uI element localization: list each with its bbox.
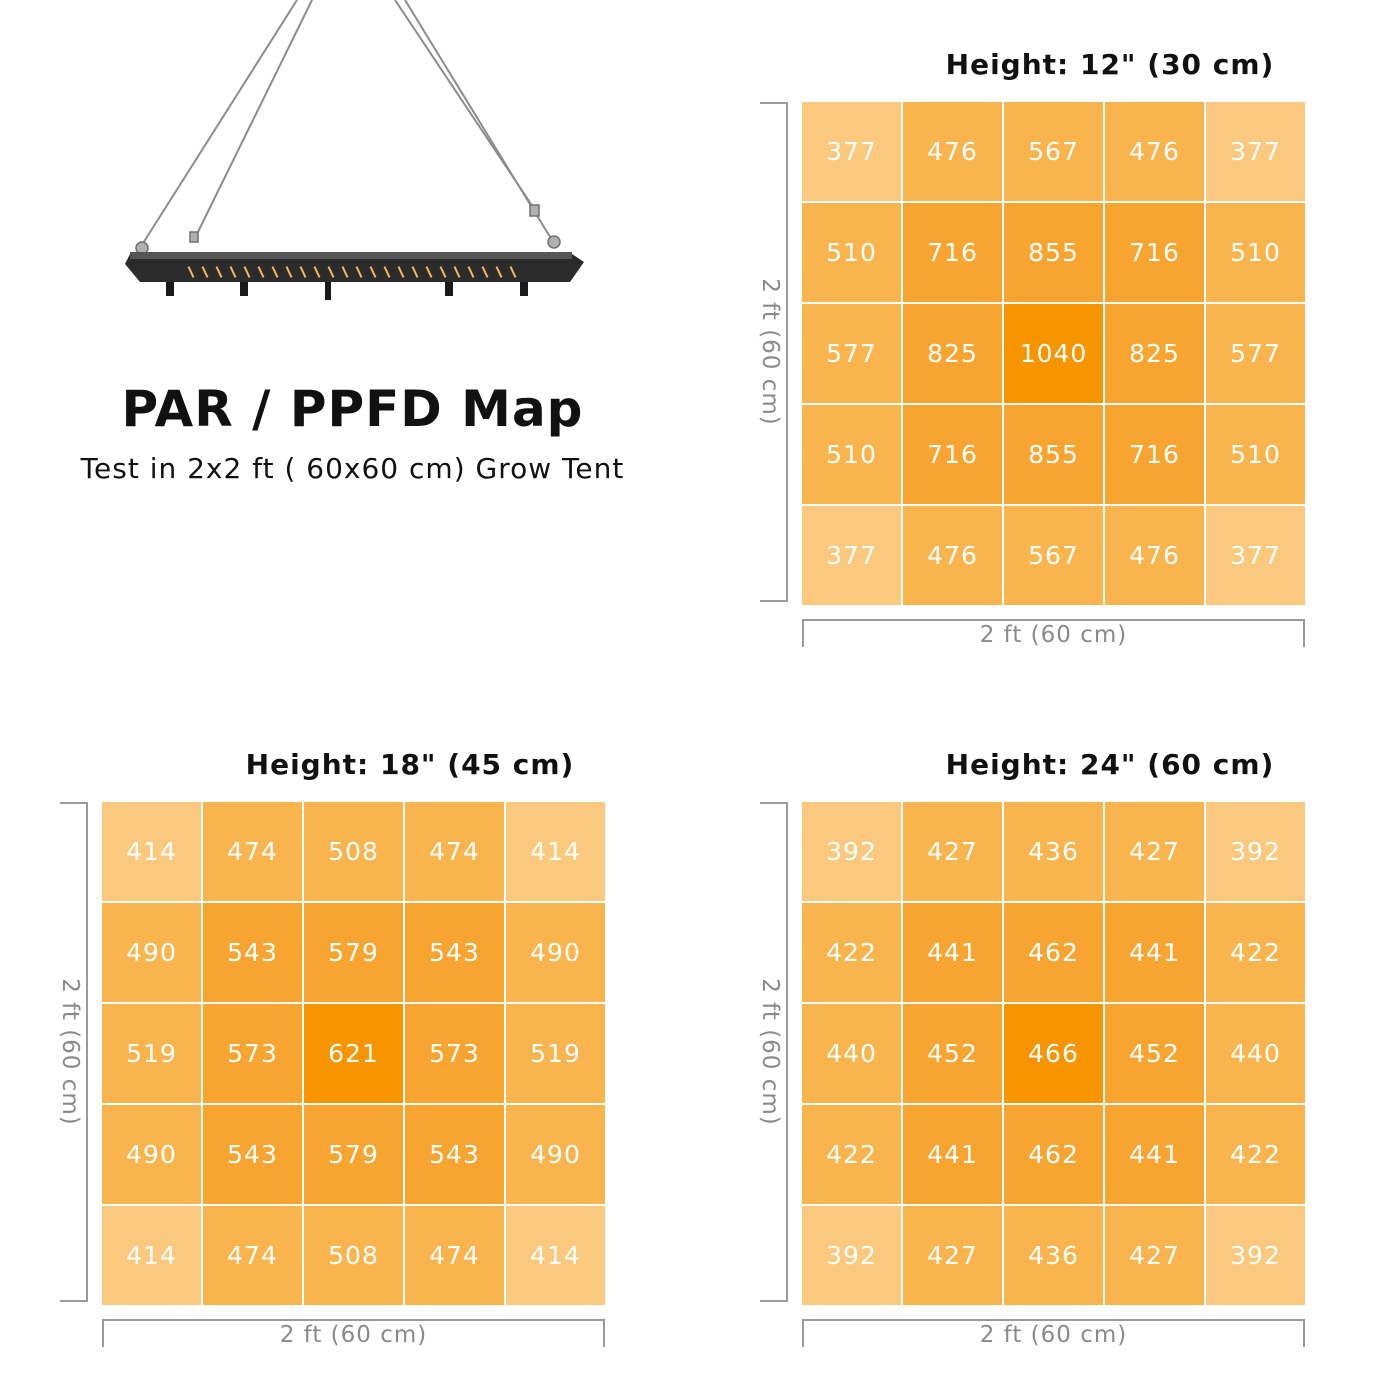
ppfd-cell: 855 bbox=[1004, 405, 1103, 504]
ppfd-cell: 377 bbox=[1206, 506, 1305, 605]
ppfd-cell: 441 bbox=[903, 903, 1002, 1002]
x-axis-label: 2 ft (60 cm) bbox=[979, 1322, 1128, 1348]
x-axis-label: 2 ft (60 cm) bbox=[279, 1322, 428, 1348]
y-axis-label: 2 ft (60 cm) bbox=[57, 978, 83, 1126]
ppfd-panel-12in: Height: 12" (30 cm) 2 ft (60 cm) 377 476 5… bbox=[757, 0, 1360, 660]
ppfd-cell: 490 bbox=[506, 903, 605, 1002]
panel-title: Height: 24" (60 cm) bbox=[945, 748, 1275, 781]
ppfd-cell: 422 bbox=[1206, 903, 1305, 1002]
ppfd-cell: 567 bbox=[1004, 506, 1103, 605]
ppfd-cell: 427 bbox=[1105, 802, 1204, 901]
width-bracket bbox=[802, 619, 1305, 647]
ppfd-cell: 543 bbox=[405, 903, 504, 1002]
ppfd-cell: 474 bbox=[203, 802, 302, 901]
panel-title: Height: 12" (30 cm) bbox=[945, 48, 1275, 81]
ppfd-cell: 476 bbox=[903, 102, 1002, 201]
ppfd-cell: 414 bbox=[102, 1206, 201, 1305]
ppfd-panel-18in: Height: 18" (45 cm) 2 ft (60 cm) 414 474 5… bbox=[57, 700, 660, 1360]
ppfd-cell: 825 bbox=[903, 304, 1002, 403]
width-bracket bbox=[802, 1319, 1305, 1347]
ppfd-cell: 825 bbox=[1105, 304, 1204, 403]
ppfd-cell: 519 bbox=[102, 1004, 201, 1103]
ppfd-cell: 567 bbox=[1004, 102, 1103, 201]
ppfd-cell: 573 bbox=[203, 1004, 302, 1103]
ppfd-cell: 476 bbox=[1105, 102, 1204, 201]
ppfd-cell: 440 bbox=[1206, 1004, 1305, 1103]
ppfd-cell: 621 bbox=[304, 1004, 403, 1103]
ppfd-cell: 422 bbox=[802, 903, 901, 1002]
ppfd-cell: 519 bbox=[506, 1004, 605, 1103]
ppfd-cell: 543 bbox=[203, 903, 302, 1002]
ppfd-cell: 377 bbox=[802, 102, 901, 201]
ppfd-cell: 510 bbox=[802, 405, 901, 504]
ppfd-cell: 474 bbox=[405, 1206, 504, 1305]
x-axis-label: 2 ft (60 cm) bbox=[979, 622, 1128, 648]
ppfd-cell: 377 bbox=[802, 506, 901, 605]
ppfd-cell: 510 bbox=[1206, 203, 1305, 302]
ppfd-cell: 716 bbox=[903, 203, 1002, 302]
ppfd-cell: 716 bbox=[1105, 405, 1204, 504]
ppfd-cell: 427 bbox=[903, 802, 1002, 901]
ppfd-cell: 716 bbox=[903, 405, 1002, 504]
width-bracket bbox=[102, 1319, 605, 1347]
ppfd-grid: 377 476 567 476 377 510 716 855 716 510 577 825 1040… bbox=[802, 102, 1305, 605]
panel-title: Height: 18" (45 cm) bbox=[245, 748, 575, 781]
height-bracket bbox=[760, 802, 788, 1302]
ppfd-panel-24in: Height: 24" (60 cm) 2 ft (60 cm) 392 427 4… bbox=[757, 700, 1360, 1360]
ppfd-cell: 427 bbox=[903, 1206, 1002, 1305]
ppfd-cell: 579 bbox=[304, 903, 403, 1002]
ppfd-cell: 392 bbox=[802, 1206, 901, 1305]
ppfd-cell: 414 bbox=[506, 802, 605, 901]
ppfd-cell: 476 bbox=[1105, 506, 1204, 605]
ppfd-cell: 392 bbox=[802, 802, 901, 901]
ppfd-cell: 573 bbox=[405, 1004, 504, 1103]
ppfd-cell: 474 bbox=[203, 1206, 302, 1305]
ppfd-cell: 466 bbox=[1004, 1004, 1103, 1103]
ppfd-cell: 474 bbox=[405, 802, 504, 901]
ppfd-cell: 436 bbox=[1004, 1206, 1103, 1305]
ppfd-cell: 440 bbox=[802, 1004, 901, 1103]
ppfd-cell: 508 bbox=[304, 802, 403, 901]
ppfd-cell: 508 bbox=[304, 1206, 403, 1305]
ppfd-cell: 441 bbox=[903, 1105, 1002, 1204]
ppfd-cell: 510 bbox=[1206, 405, 1305, 504]
height-bracket bbox=[760, 102, 788, 602]
ppfd-cell: 490 bbox=[506, 1105, 605, 1204]
ppfd-cell: 716 bbox=[1105, 203, 1204, 302]
ppfd-cell: 490 bbox=[102, 1105, 201, 1204]
ppfd-cell: 452 bbox=[1105, 1004, 1204, 1103]
ppfd-cell: 510 bbox=[802, 203, 901, 302]
ppfd-cell: 577 bbox=[1206, 304, 1305, 403]
ppfd-cell: 543 bbox=[203, 1105, 302, 1204]
page-title: PAR / PPFD Map bbox=[121, 380, 584, 438]
grow-light-image bbox=[125, 0, 584, 300]
ppfd-cell: 490 bbox=[102, 903, 201, 1002]
y-axis-label: 2 ft (60 cm) bbox=[757, 978, 783, 1126]
ppfd-grid: 414 474 508 474 414 490 543 579 543 490 519 573 621 5… bbox=[102, 802, 605, 1305]
ppfd-cell: 452 bbox=[903, 1004, 1002, 1103]
ppfd-cell: 579 bbox=[304, 1105, 403, 1204]
ppfd-cell: 462 bbox=[1004, 1105, 1103, 1204]
ppfd-cell: 422 bbox=[1206, 1105, 1305, 1204]
ppfd-cell: 462 bbox=[1004, 903, 1103, 1002]
y-axis-label: 2 ft (60 cm) bbox=[757, 278, 783, 426]
ppfd-cell: 543 bbox=[405, 1105, 504, 1204]
ppfd-cell: 855 bbox=[1004, 203, 1103, 302]
ppfd-cell: 377 bbox=[1206, 102, 1305, 201]
height-bracket bbox=[60, 802, 88, 1302]
ppfd-grid: 392 427 436 427 392 422 441 462 441 422 440 452 466 4… bbox=[802, 802, 1305, 1305]
ppfd-cell: 476 bbox=[903, 506, 1002, 605]
ppfd-cell: 427 bbox=[1105, 1206, 1204, 1305]
ppfd-cell: 414 bbox=[102, 802, 201, 901]
ppfd-cell: 392 bbox=[1206, 802, 1305, 901]
ppfd-cell: 414 bbox=[506, 1206, 605, 1305]
ppfd-cell: 441 bbox=[1105, 1105, 1204, 1204]
ppfd-cell: 577 bbox=[802, 304, 901, 403]
ppfd-cell: 441 bbox=[1105, 903, 1204, 1002]
ppfd-cell: 422 bbox=[802, 1105, 901, 1204]
ppfd-cell: 392 bbox=[1206, 1206, 1305, 1305]
ppfd-cell: 1040 bbox=[1004, 304, 1103, 403]
ppfd-cell: 436 bbox=[1004, 802, 1103, 901]
page-subtitle: Test in 2x2 ft ( 60x60 cm) Grow Tent bbox=[80, 452, 625, 485]
